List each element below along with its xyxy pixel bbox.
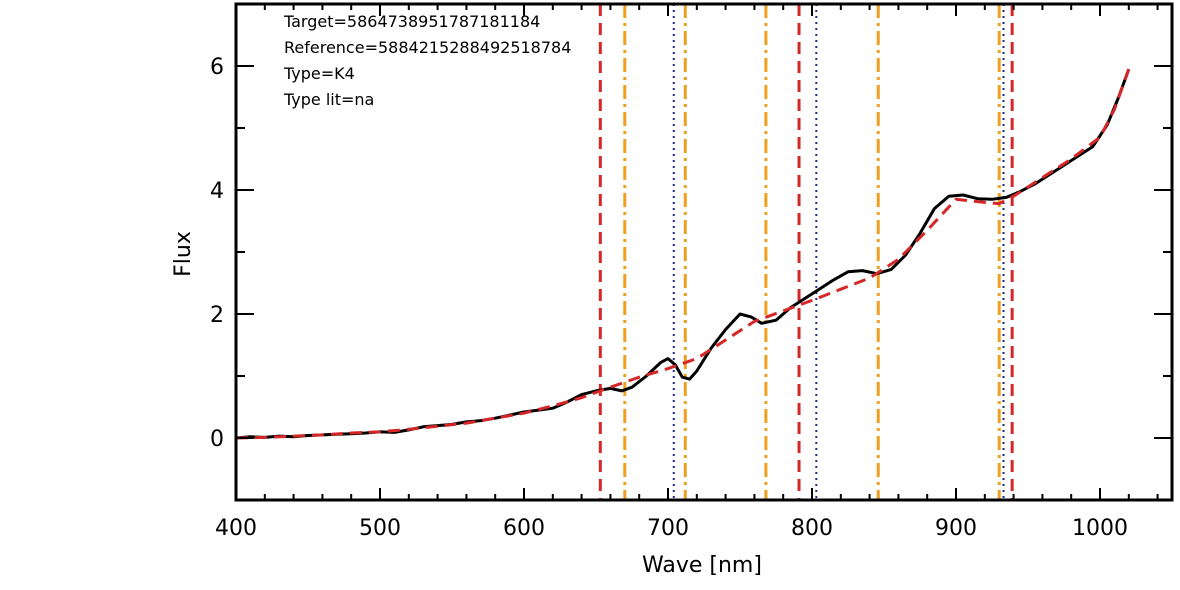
annotation-line: Reference=5884215288492518784: [284, 38, 571, 57]
y-tick-label: 6: [210, 55, 224, 80]
annotation-line: Type lit=na: [283, 90, 374, 109]
y-axis-label: Flux: [171, 231, 196, 277]
y-tick-label: 4: [210, 179, 224, 204]
x-tick-label: 800: [791, 516, 833, 541]
annotation-block: Target=5864738951787181184 Reference=5884…: [283, 12, 571, 109]
annotation-line: Type=K4: [283, 64, 355, 83]
plot-frame: [234, 2, 1174, 502]
vline-layer: [598, 4, 1014, 500]
x-tick-label: 1000: [1072, 516, 1128, 541]
x-tick-label: 700: [647, 516, 689, 541]
x-tick-labels: 400 500 600 700 800 900 1000: [215, 516, 1128, 541]
series-line-1: [235, 68, 1131, 440]
y-tick-label: 0: [210, 427, 224, 452]
series-layer: [235, 68, 1131, 440]
annotation-line: Target=5864738951787181184: [283, 12, 540, 31]
x-tick-label: 400: [215, 516, 257, 541]
x-tick-label: 600: [503, 516, 545, 541]
x-tick-label: 500: [359, 516, 401, 541]
plot-border: [234, 2, 1174, 502]
x-tick-label: 900: [935, 516, 977, 541]
y-tick-labels: 0 2 4 6: [210, 55, 224, 452]
series-line-2: [235, 68, 1131, 440]
y-tick-label: 2: [210, 303, 224, 328]
x-axis-label: Wave [nm]: [642, 553, 762, 578]
